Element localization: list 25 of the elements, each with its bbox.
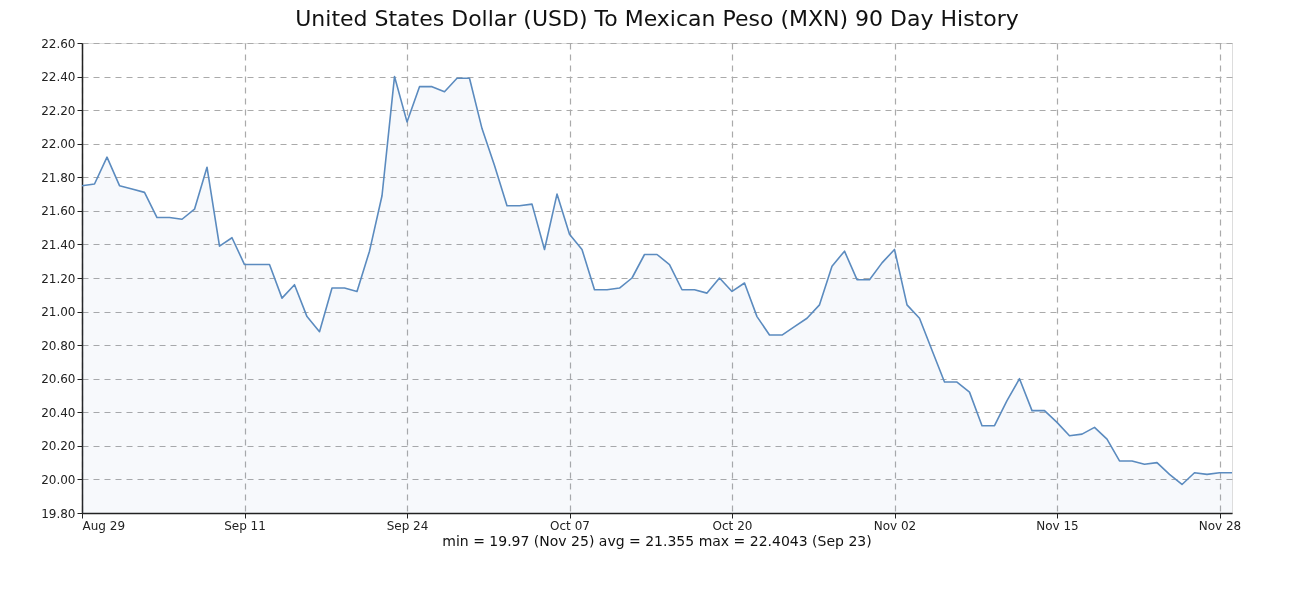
y-tick-label: 20.60 — [41, 372, 76, 387]
y-tick-label: 19.80 — [41, 506, 76, 521]
y-tick-label: 21.20 — [41, 271, 76, 286]
y-tick-label: 22.60 — [41, 36, 76, 51]
y-tick-label: 22.40 — [41, 70, 76, 85]
chart-title: United States Dollar (USD) To Mexican Peso (MXN) 90 Day History — [295, 6, 1019, 31]
y-tick-label: 21.40 — [41, 237, 76, 252]
x-tick-label: Oct 20 — [712, 518, 753, 533]
x-tick-label: Sep 11 — [224, 518, 266, 533]
y-tick-label: 20.80 — [41, 338, 76, 353]
y-tick-label: 21.80 — [41, 170, 76, 185]
y-tick-label: 21.00 — [41, 305, 76, 320]
y-tick-label: 21.60 — [41, 204, 76, 219]
y-tick-label: 20.20 — [41, 439, 76, 454]
x-tick-label: Nov 02 — [873, 518, 917, 533]
y-tick-label: 20.40 — [41, 405, 76, 420]
text: min = 19.97 (Nov 25) avg = 21.355 max = 22.4043 (Sep 23) — [442, 533, 872, 549]
y-tick-label: 22.00 — [41, 137, 76, 152]
y-tick-label: 22.20 — [41, 103, 76, 118]
x-tick-label: Aug 29 — [82, 518, 126, 533]
x-tick-label: Nov 15 — [1036, 518, 1079, 533]
x-tick-label: Nov 28 — [1198, 518, 1242, 533]
y-tick-label: 20.00 — [41, 472, 76, 487]
x-tick-label: Sep 24 — [386, 518, 429, 533]
x-tick-label: Oct 07 — [550, 518, 590, 533]
